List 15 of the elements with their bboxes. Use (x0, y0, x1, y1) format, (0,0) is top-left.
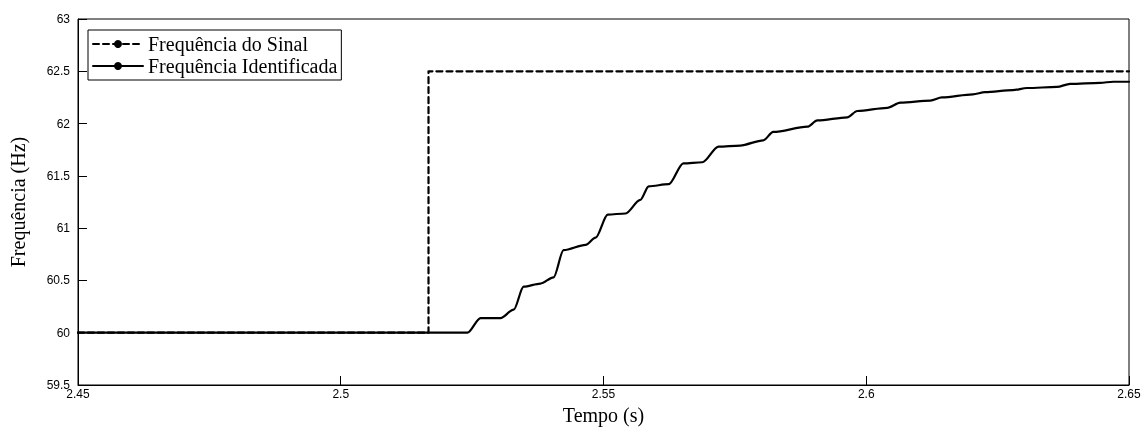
y-tick-label: 61 (56, 221, 71, 236)
x-tick-label: 2.6 (857, 387, 875, 401)
y-tick-label: 63 (56, 12, 71, 26)
y-tick-label: 62 (56, 116, 71, 131)
legend-label: Frequência Identificada (148, 55, 338, 78)
legend-label: Frequência do Sinal (148, 33, 309, 56)
y-axis-title: Frequência (Hz) (7, 136, 30, 268)
x-tick-label: 2.55 (591, 387, 616, 401)
x-axis-title: Tempo (s) (562, 403, 645, 427)
y-tick-label: 60.5 (46, 273, 71, 288)
y-tick-label: 60 (56, 325, 71, 340)
x-tick-label: 2.65 (1117, 387, 1141, 401)
x-tick-label: 2.5 (332, 387, 350, 401)
y-tick-label: 62.5 (46, 64, 71, 79)
y-tick-label: 61.5 (46, 168, 71, 183)
